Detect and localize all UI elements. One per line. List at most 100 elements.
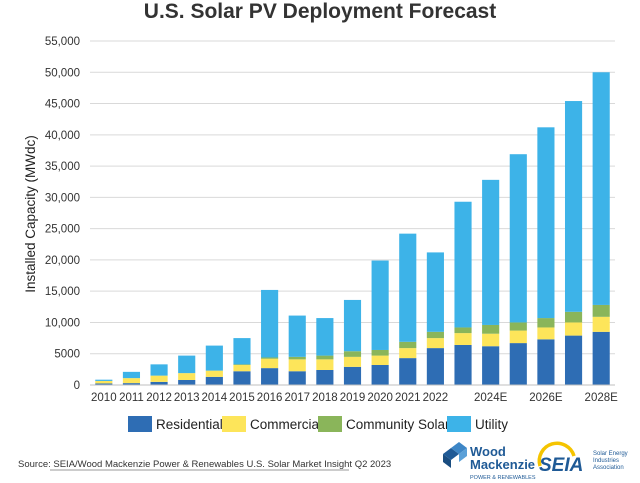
wood-mackenzie-line1: Wood <box>470 444 506 459</box>
bar-commercial-2019 <box>343 356 362 367</box>
bar-community-solar-2021 <box>399 341 417 349</box>
bar-utility-2012 <box>150 364 168 376</box>
y-tick-label: 15,000 <box>45 286 80 298</box>
bar-commercial-2028E <box>592 316 610 332</box>
bar-utility-2013 <box>178 355 196 374</box>
bar-residential-2027E <box>564 335 583 385</box>
seia-logo: SEIA Solar Energy Industries Association <box>537 441 628 476</box>
bar-commercial-2023E <box>454 333 472 345</box>
bar-stack-2010 <box>95 379 113 385</box>
bar-stack-2017 <box>288 315 306 385</box>
x-tick-label: 2012 <box>146 392 172 404</box>
bar-residential-2014 <box>205 376 223 385</box>
x-tick-label: 2019 <box>340 392 366 404</box>
bar-residential-2017 <box>288 371 306 385</box>
bar-community-solar-2015 <box>233 364 251 365</box>
bar-residential-2015 <box>233 371 251 385</box>
bar-utility-2025E <box>509 154 527 323</box>
wood-mackenzie-line2: Mackenzie <box>470 457 535 472</box>
bar-residential-2010 <box>95 383 113 385</box>
x-tick-label: 2020 <box>367 392 393 404</box>
bar-stack-2014 <box>205 345 223 385</box>
bar-utility-2019 <box>343 299 362 352</box>
bar-residential-2020 <box>371 364 389 385</box>
bar-commercial-2017 <box>288 359 306 372</box>
bar-community-solar-2026E <box>537 318 555 328</box>
bar-stack-2027E <box>564 101 583 385</box>
y-tick-label: 20,000 <box>45 255 80 267</box>
bar-community-solar-2019 <box>343 351 362 357</box>
legend-swatch <box>128 416 152 432</box>
legend-label: Community Solar <box>346 417 450 432</box>
bar-utility-2015 <box>233 338 251 365</box>
bar-stack-2020 <box>371 260 389 385</box>
bar-stack-2019 <box>343 299 362 385</box>
bar-commercial-2012 <box>150 375 168 382</box>
seia-name: SEIA <box>539 455 583 476</box>
x-tick-label: 2028E <box>585 392 619 404</box>
bar-utility-2028E <box>592 72 610 305</box>
bar-community-solar-2023E <box>454 327 472 334</box>
x-tick-label: 2017 <box>284 392 310 404</box>
bar-residential-2018 <box>316 369 334 385</box>
bar-residential-2028E <box>592 331 610 385</box>
bar-stack-2011 <box>122 371 141 385</box>
bar-stack-2015 <box>233 338 251 385</box>
y-tick-label: 55,000 <box>45 36 80 48</box>
x-tick-label: 2026E <box>529 392 563 404</box>
y-tick-label: 0 <box>74 380 80 392</box>
bar-utility-2023E <box>454 201 472 328</box>
bar-community-solar-2025E <box>509 322 527 331</box>
bar-commercial-2022 <box>426 338 444 349</box>
x-tick-label: 2022 <box>423 392 449 404</box>
bar-residential-2023E <box>454 344 472 385</box>
bar-utility-2010 <box>95 379 113 381</box>
bar-commercial-2020 <box>371 355 389 365</box>
bar-residential-2025E <box>509 343 527 385</box>
bar-stack-2016 <box>261 289 279 385</box>
bar-stack-2028E <box>592 72 610 385</box>
bar-utility-2024E <box>482 179 500 325</box>
bar-stack-2024E <box>482 179 500 385</box>
y-tick-label: 40,000 <box>45 130 80 142</box>
bar-residential-2021 <box>399 358 417 385</box>
y-tick-label: 25,000 <box>45 224 80 236</box>
y-axis-label: Installed Capacity (MWdc) <box>23 135 38 293</box>
bar-community-solar-2018 <box>316 355 334 360</box>
legend: Residential Commercial Community Solar Util… <box>128 416 508 432</box>
bar-utility-2016 <box>261 289 279 358</box>
x-tick-label: 2014 <box>202 392 228 404</box>
y-tick-label: 50,000 <box>45 67 80 79</box>
bar-utility-2026E <box>537 127 555 319</box>
y-tick-label: 5000 <box>54 349 80 361</box>
bar-utility-2021 <box>399 233 417 342</box>
bar-utility-2018 <box>316 318 334 356</box>
bar-stack-2025E <box>509 154 527 385</box>
wood-mackenzie-mark-icon <box>443 442 467 468</box>
bar-stack-2021 <box>399 233 417 385</box>
seia-line1: Solar Energy <box>593 451 628 457</box>
bar-commercial-2010 <box>95 380 113 384</box>
wood-mackenzie-logo: Wood Mackenzie POWER & RENEWABLES <box>443 442 536 481</box>
bar-stack-2018 <box>316 318 334 385</box>
bar-commercial-2026E <box>537 327 555 340</box>
bar-commercial-2024E <box>482 333 500 347</box>
bar-community-solar-2028E <box>592 304 610 317</box>
bar-stack-2013 <box>178 355 196 385</box>
bar-stack-2026E <box>537 127 555 385</box>
y-tick-label: 30,000 <box>45 192 80 204</box>
bar-residential-2026E <box>537 339 555 385</box>
bar-community-solar-2017 <box>288 356 306 360</box>
x-tick-label: 2015 <box>229 392 255 404</box>
bar-utility-2020 <box>371 260 389 350</box>
bar-community-solar-2022 <box>426 331 444 339</box>
bar-commercial-2016 <box>261 358 279 369</box>
bar-utility-2011 <box>122 371 141 379</box>
seia-line2: Industries <box>593 458 619 464</box>
bar-community-solar-2024E <box>482 324 500 334</box>
legend-label: Commercial <box>250 417 322 432</box>
y-tick-label: 35,000 <box>45 161 80 173</box>
legend-label: Residential <box>156 417 223 432</box>
wood-mackenzie-tagline: POWER & RENEWABLES <box>470 475 536 481</box>
bar-utility-2014 <box>205 345 223 371</box>
